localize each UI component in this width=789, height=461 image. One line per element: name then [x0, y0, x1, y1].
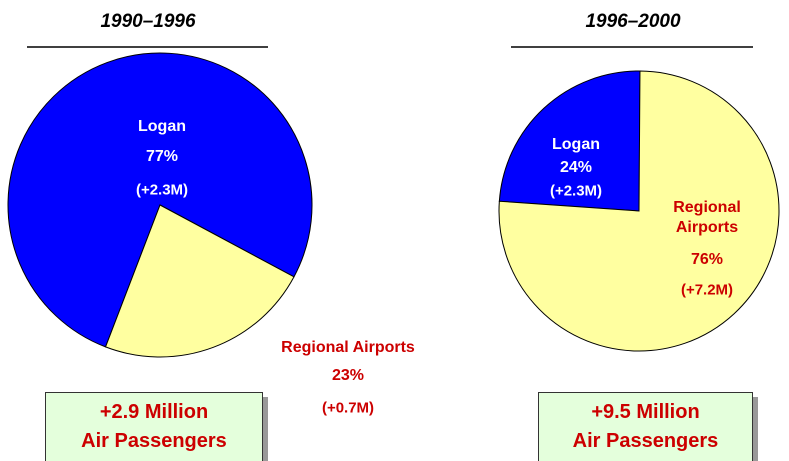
slice-value: 77% [145, 148, 179, 165]
total-line: +2.9 Million [99, 401, 209, 423]
slice-change: (+7.2M) [680, 281, 734, 299]
slice-value: 76% [690, 251, 724, 268]
pie-slice [104, 204, 295, 358]
slice-change: (+2.3M) [549, 182, 603, 200]
pie-slice [7, 52, 313, 348]
slice-name: Logan [138, 118, 186, 135]
total-line: Air Passengers [572, 430, 719, 452]
total-line: +9.5 Million [591, 401, 700, 423]
slice-value: 23% [331, 367, 365, 384]
slice-value: 24% [559, 159, 593, 176]
pie-slice [498, 70, 641, 212]
slice-name: Logan [552, 136, 600, 153]
chart-title: 1990–1996 [100, 11, 196, 32]
total-box: +9.5 Million Air Passengers [538, 392, 753, 461]
chart-title: 1996–2000 [585, 11, 681, 32]
total-box: +2.9 Million Air Passengers [45, 392, 263, 461]
slice-name: Regional Airports [281, 339, 415, 356]
total-line: Air Passengers [81, 430, 227, 452]
slice-change: (+2.3M) [135, 181, 189, 199]
slice-name: Regional Airports [673, 199, 741, 236]
slice-change: (+0.7M) [321, 399, 375, 417]
pie-slice [498, 70, 780, 352]
